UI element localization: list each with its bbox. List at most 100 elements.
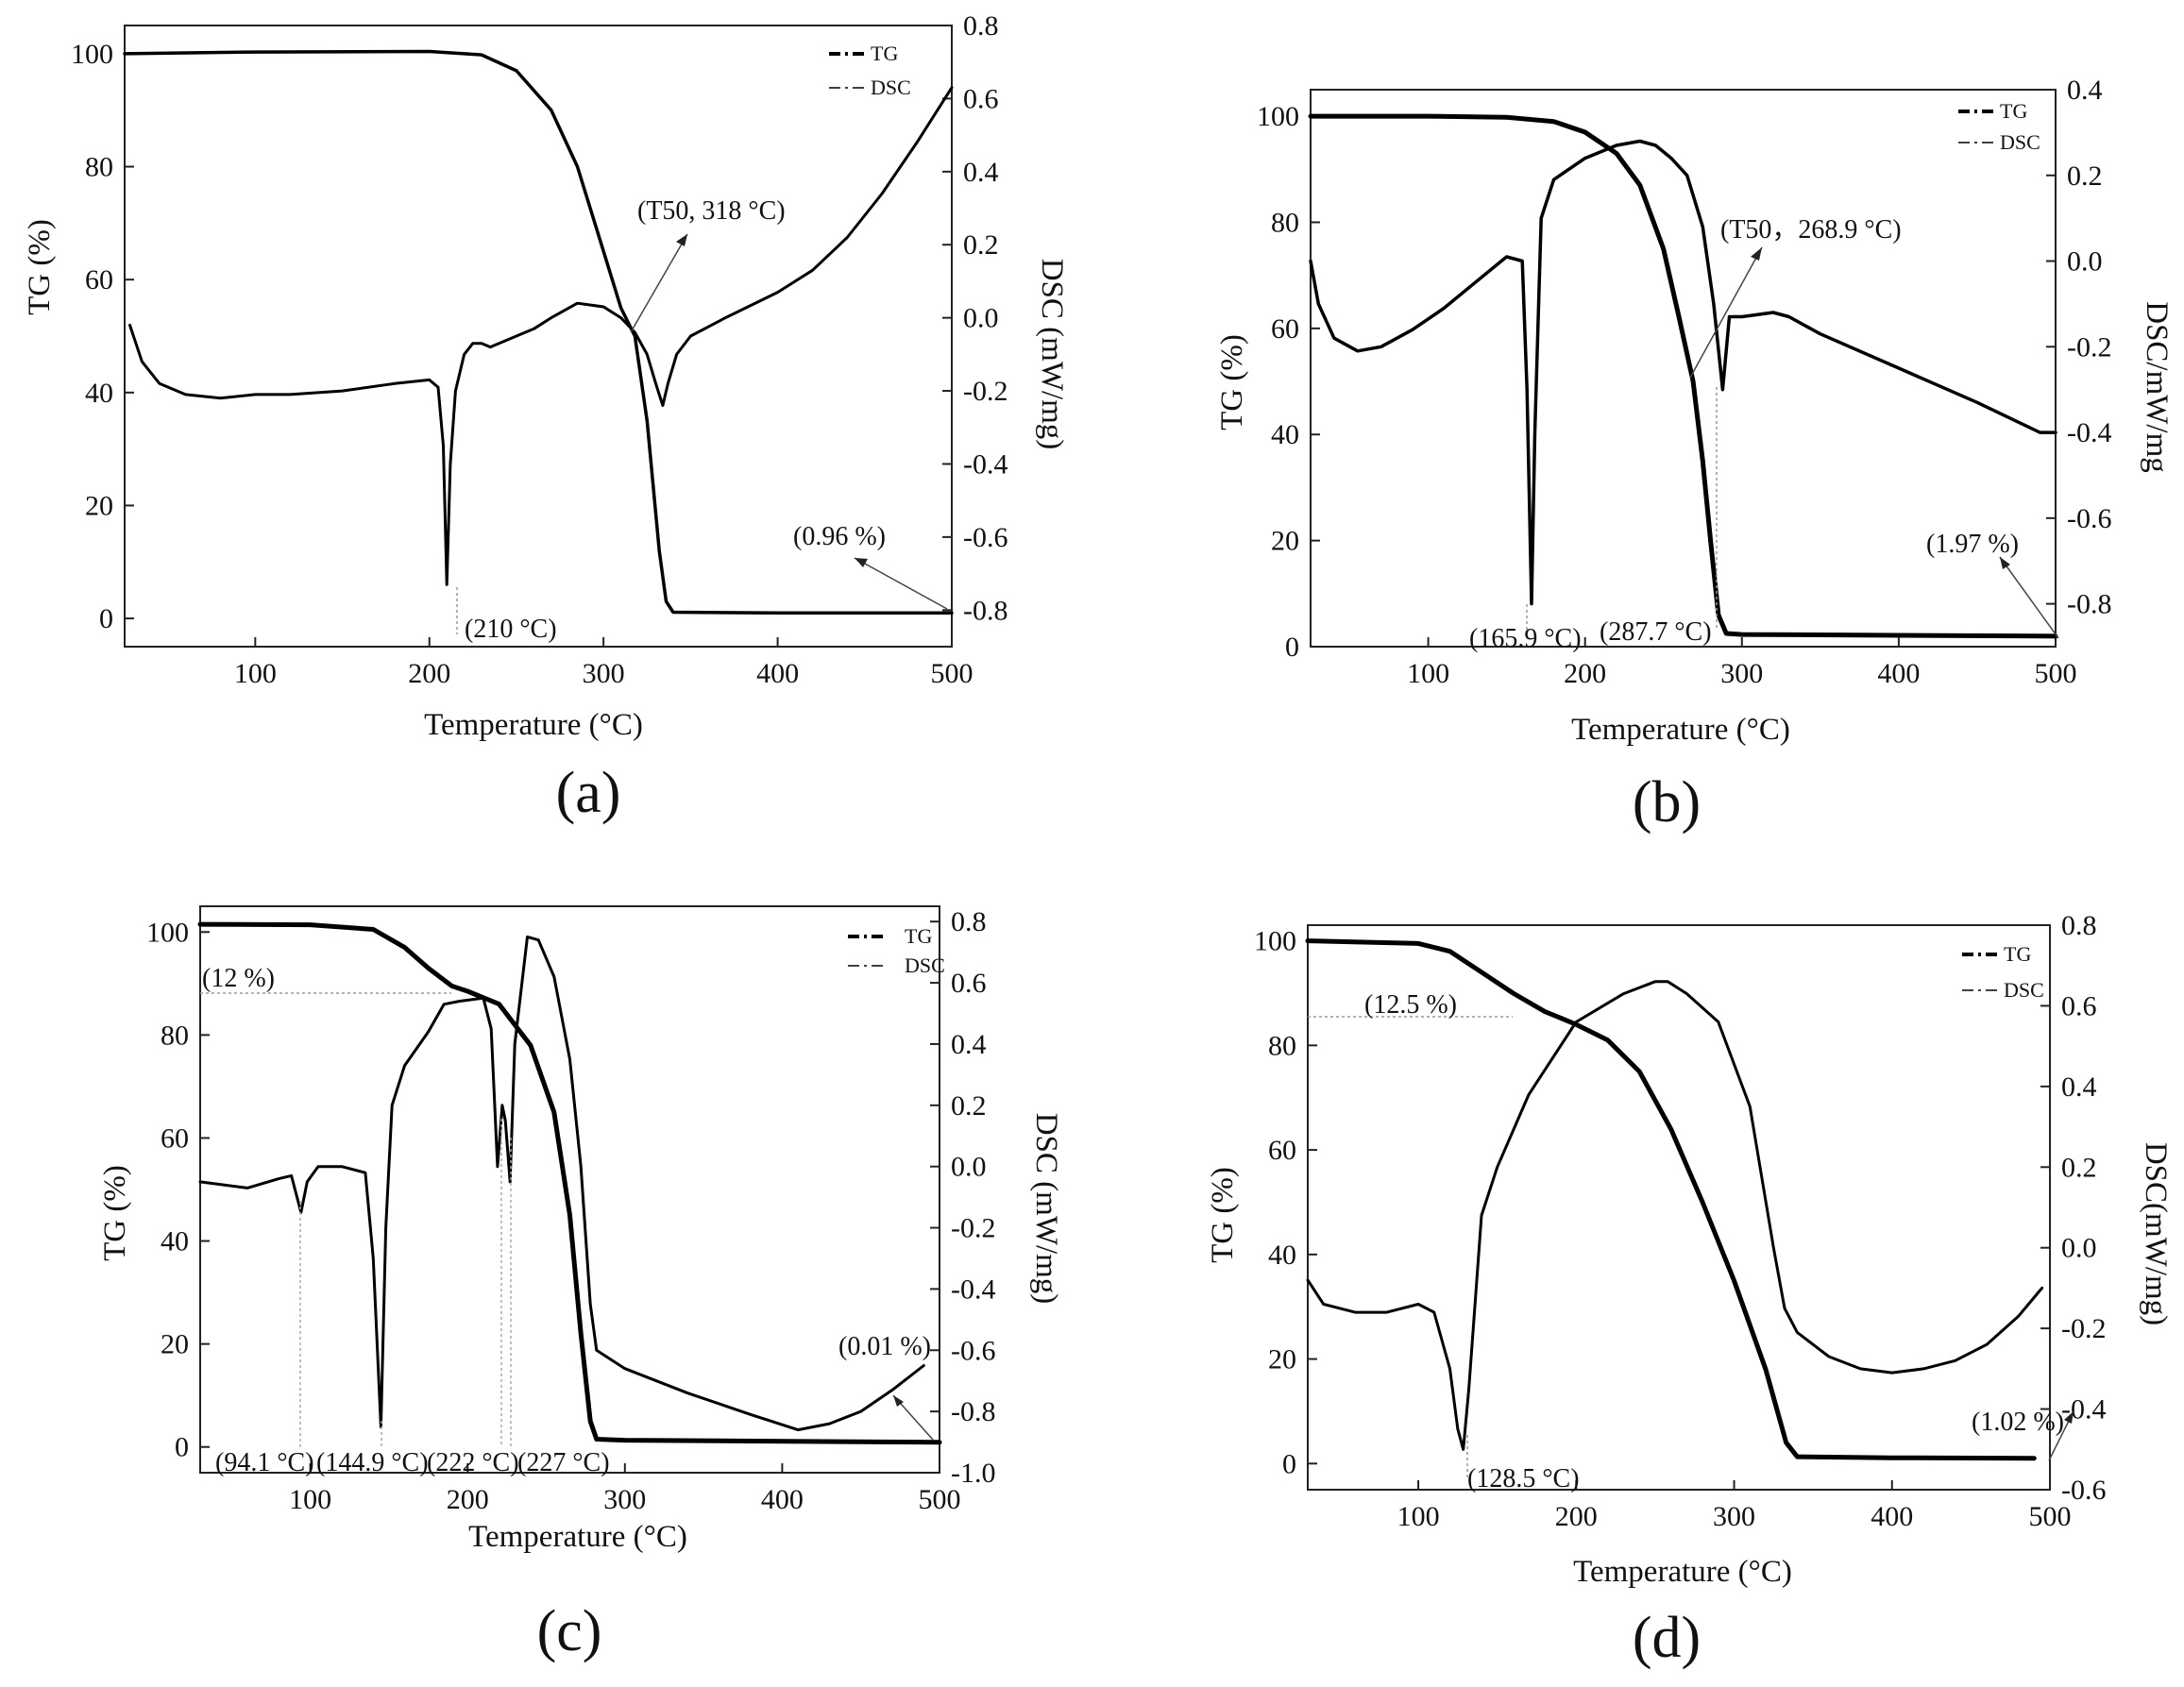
xlabel: Temperature (°C) — [1571, 713, 1790, 747]
y-right-tick-label: -0.4 — [963, 448, 1008, 480]
legend: TG DSC — [829, 42, 911, 99]
panel-label: (a) — [555, 761, 621, 825]
series-dsc-line — [1306, 980, 2044, 1451]
plot-frame — [1310, 89, 2057, 648]
plot-frame — [124, 25, 953, 648]
annotation-peak: (287.7 °C) — [1600, 617, 1712, 647]
y-left-tick-label: 20 — [85, 490, 113, 521]
y-left-tick-label: 0 — [1285, 632, 1299, 663]
y-left-tick-label: 80 — [1271, 207, 1299, 238]
series-dsc-line — [128, 86, 954, 586]
legend-tg: TG — [2000, 99, 2027, 123]
annotation-arrow — [854, 557, 948, 610]
y-right-tick-label: -0.2 — [951, 1213, 996, 1244]
annotation-step: (12.5 %) — [1364, 990, 1457, 1020]
x-tick-label: 100 — [289, 1484, 331, 1515]
x-tick-label: 400 — [1871, 1501, 1913, 1532]
panel-b: 100 200 300 400 500 0 20 40 60 80 100 -0.8 -0.6 -0.4 -… — [1114, 0, 2184, 835]
series-dsc-line — [198, 935, 925, 1432]
y-right-tick-label: 0.4 — [963, 157, 999, 188]
y-right-tick-label: -0.4 — [2067, 417, 2112, 448]
annotation-arrowhead — [676, 234, 687, 246]
y-right-tick-label: 0.2 — [2067, 160, 2103, 192]
chart-a: 100 200 300 400 500 0 20 40 60 80 100 -0.8 -0.6 -0.4 -… — [23, 10, 1069, 742]
chart-b: 100 200 300 400 500 0 20 40 60 80 100 -0.8 -0.6 -0.4 -… — [1215, 75, 2174, 747]
y-right-tick-label: 0.6 — [2061, 990, 2097, 1021]
panel-label: (d) — [1632, 1606, 1701, 1670]
y-right-tick-label: 0.4 — [2061, 1071, 2097, 1103]
y-left-tick-label: 20 — [1268, 1344, 1296, 1375]
chart-d: 100 200 300 400 500020406080100-0.6-0.4-0.20… — [1206, 910, 2173, 1589]
x-tick-label: 100 — [234, 658, 277, 689]
series-tg-line — [123, 49, 954, 616]
y-right-tick-label: 0.0 — [963, 303, 999, 334]
legend: TG DSC — [1962, 942, 2044, 1002]
legend-dsc: DSC — [871, 76, 911, 99]
annotations: (T50, 318 °C) (0.96 %) (210 °C) — [456, 196, 948, 644]
annotation-peak: (165.9 °C) — [1469, 624, 1582, 653]
annotation-arrowhead — [1751, 247, 1762, 261]
legend-dsc: DSC — [2004, 978, 2044, 1002]
y-right-tick-label: 0.8 — [963, 10, 999, 42]
plot-frame — [199, 905, 940, 1474]
y-left-tick-label: 40 — [85, 378, 113, 409]
annotation-peak: (144.9 °C) — [316, 1448, 429, 1477]
x-tick-label: 100 — [1397, 1501, 1440, 1532]
x-tick-label: 400 — [761, 1484, 804, 1515]
legend: TG DSC — [1958, 99, 2040, 154]
y-right-tick-label: 0.6 — [951, 968, 987, 999]
series-dsc-line — [1309, 139, 2057, 606]
series-tg-line — [197, 921, 942, 1445]
y-right-tick-label: -0.2 — [2061, 1313, 2107, 1344]
y-right-tick-label: 0.8 — [2061, 910, 2097, 941]
panel-d: 100 200 300 400 500 0 20 40 60 80 100 -0.6 -0.4 -0.2 0… — [1114, 845, 2184, 1670]
y-left-tick-label: 80 — [85, 152, 113, 183]
y-left-tick-label: 100 — [1254, 926, 1296, 957]
annotation-step: (12 %) — [202, 964, 275, 993]
x-tick-label: 300 — [603, 1484, 646, 1515]
legend-dsc: DSC — [2000, 130, 2040, 154]
y-left-tick-label: 0 — [1282, 1448, 1296, 1479]
annotation-arrow — [1999, 556, 2059, 639]
panel-label: (b) — [1632, 770, 1701, 835]
annotation-residue: (0.01 %) — [838, 1332, 931, 1361]
y-right-tick-label: -0.6 — [951, 1335, 996, 1366]
annotation-arrowhead — [2064, 1411, 2074, 1424]
y-left-tick-label: 60 — [85, 264, 113, 295]
ylabel-right: DSC(mW/mg) — [2139, 1142, 2173, 1325]
panel-a: 100 200 300 400 500 0 20 40 60 80 100 -0.8 -0.6 -0.4 -… — [0, 0, 1095, 825]
x-tick-label: 500 — [919, 1484, 961, 1515]
x-tick-label: 200 — [447, 1484, 489, 1515]
y-left-tick-label: 60 — [1268, 1135, 1296, 1166]
y-left-tick-label: 0 — [99, 603, 113, 634]
legend: TG DSC — [848, 924, 945, 977]
legend-tg: TG — [905, 924, 932, 948]
y-right-tick-label: -0.8 — [951, 1396, 996, 1427]
y-left-tick-label: 40 — [1271, 419, 1299, 450]
annotation-arrowhead — [855, 558, 868, 567]
xlabel: Temperature (°C) — [1573, 1555, 1792, 1589]
x-tick-label: 500 — [931, 658, 973, 689]
annotation-peak: (128.5 °C) — [1467, 1464, 1580, 1493]
annotation-t50: (T50，268.9 °C) — [1720, 215, 1902, 245]
y-right-tick-label: 0.8 — [951, 906, 987, 937]
ylabel-right: DSC (mW/mg) — [1035, 259, 1069, 450]
y-right-tick-label: 0.2 — [963, 229, 999, 261]
annotation-peak: (227 °C) — [517, 1448, 610, 1477]
chart-c: 100 200 300 400 500 0 20 40 60 80 100 -1.0 -0.8 -0.6 -… — [98, 905, 1063, 1554]
y-right-tick-label: 0.0 — [951, 1152, 987, 1183]
x-tick-label: 300 — [1713, 1501, 1755, 1532]
annotation-arrowhead — [2000, 557, 2010, 569]
y-right-tick-label: 0.6 — [963, 83, 999, 114]
ylabel-left: TG (%) — [1215, 334, 1249, 430]
annotation-t50: (T50, 318 °C) — [637, 196, 786, 226]
annotation-arrowhead — [893, 1395, 904, 1407]
y-left-tick-label: 60 — [1271, 313, 1299, 345]
plot-frame — [1307, 924, 2051, 1491]
panel-label: (c) — [536, 1599, 602, 1663]
x-tick-label: 100 — [1407, 658, 1449, 689]
annotations: (12.5 %) (1.02 %) (128.5 °C) — [1308, 990, 2074, 1493]
y-right-tick-label: 0.0 — [2067, 246, 2103, 278]
x-tick-label: 400 — [756, 658, 799, 689]
